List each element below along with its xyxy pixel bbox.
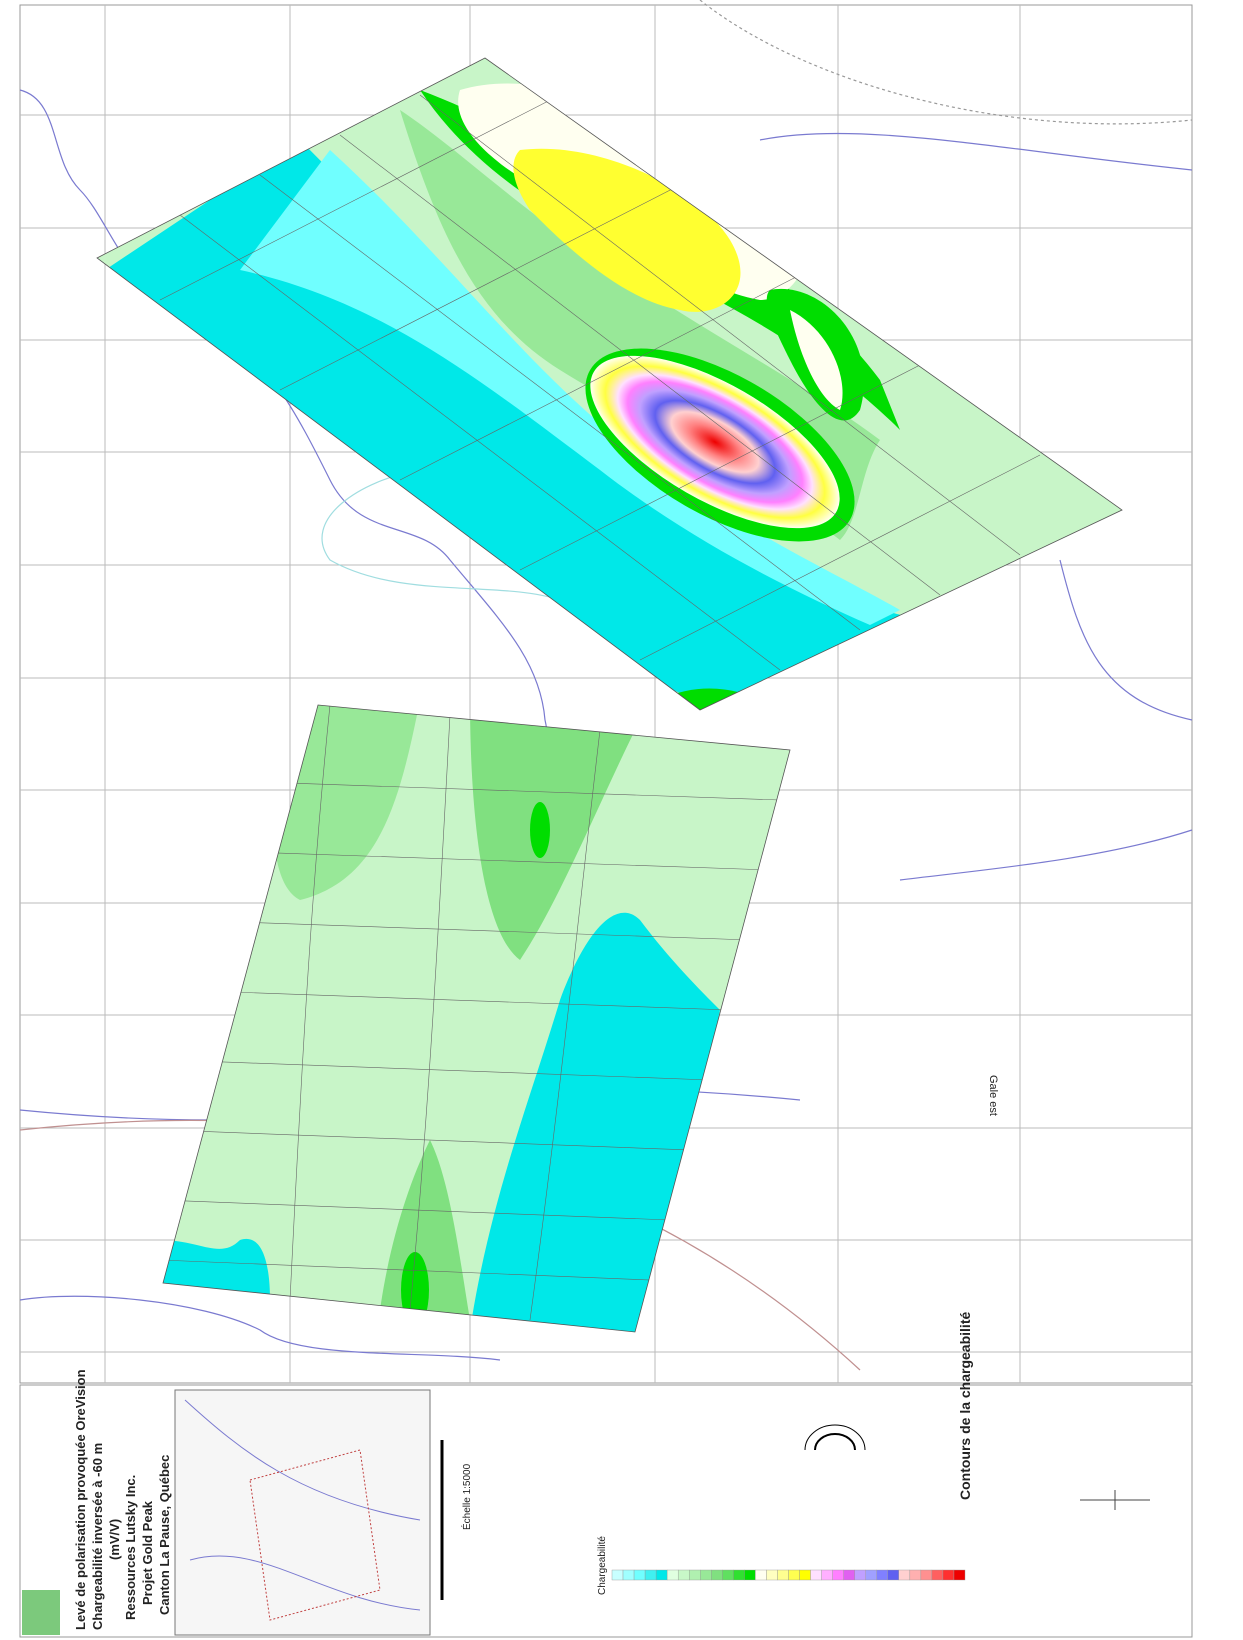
colorbar-swatch: [788, 1569, 800, 1581]
colorbar-swatch: [733, 1569, 745, 1581]
north-arrow: [1080, 1490, 1150, 1510]
upper-grid-outline: [96, 57, 1123, 711]
colorbar-swatch: [942, 1569, 955, 1581]
colorbar-swatch: [611, 1569, 624, 1581]
lower-survey-grid: [163, 705, 790, 1332]
colorbar-swatch: [953, 1569, 966, 1581]
colorbar-swatch: [655, 1569, 668, 1581]
colorbar-swatch: [755, 1569, 767, 1581]
location-minimap: [174, 1389, 431, 1636]
colorbar-swatch: [931, 1569, 944, 1581]
colorbar-swatch: [843, 1569, 855, 1581]
colorbar-swatch: [920, 1569, 933, 1581]
colorbar-swatch: [622, 1569, 635, 1581]
scale-label: Échelle 1:5000: [460, 1463, 473, 1530]
colorbar-swatch: [810, 1569, 822, 1581]
location: Canton La Pause, Québec: [157, 1455, 172, 1615]
colorbar-swatch: [876, 1569, 888, 1581]
project: Projet Gold Peak: [140, 1500, 155, 1605]
company: Ressources Lutsky Inc.: [123, 1475, 138, 1620]
colorbar-swatch: [898, 1569, 911, 1581]
colorbar-swatch: [766, 1569, 778, 1581]
colorbar-swatch: [821, 1569, 833, 1581]
colorbar-swatch: [677, 1569, 690, 1581]
logo: [22, 1590, 60, 1635]
survey-title: Levé de polarisation provoquée OreVision: [73, 1369, 88, 1630]
colorbar-swatch: [711, 1569, 723, 1581]
colorbar-label: Chargeabilité: [597, 1536, 608, 1595]
colorbar-swatch: [854, 1569, 866, 1581]
colorbar-swatch: [700, 1569, 712, 1581]
lower-grid-outline: [162, 704, 791, 1333]
legend-title: Contours de la chargeabilité: [957, 1312, 973, 1500]
colorbar-swatch: [887, 1569, 900, 1581]
colorbar-swatch: [777, 1569, 789, 1581]
colorbar-swatch: [689, 1569, 701, 1581]
area-label: Gale est: [987, 1075, 999, 1116]
colorbar-swatch: [865, 1569, 877, 1581]
colorbar-swatch: [832, 1569, 844, 1581]
colorbar-swatch: [666, 1569, 679, 1581]
product-title: Chargeabilité inversée à -60 m: [90, 1443, 105, 1630]
colorbar-swatch: [644, 1569, 657, 1581]
colorbar-swatch: [744, 1569, 756, 1581]
colorbar-swatch: [799, 1569, 811, 1581]
colorbar-swatch: [722, 1569, 734, 1581]
colorbar: [611, 1569, 966, 1581]
colorbar-swatch: [633, 1569, 646, 1581]
colorbar-swatch: [909, 1569, 922, 1581]
units-title: (mV/V): [107, 1519, 122, 1560]
legend-contour-sample: [804, 1424, 866, 1451]
